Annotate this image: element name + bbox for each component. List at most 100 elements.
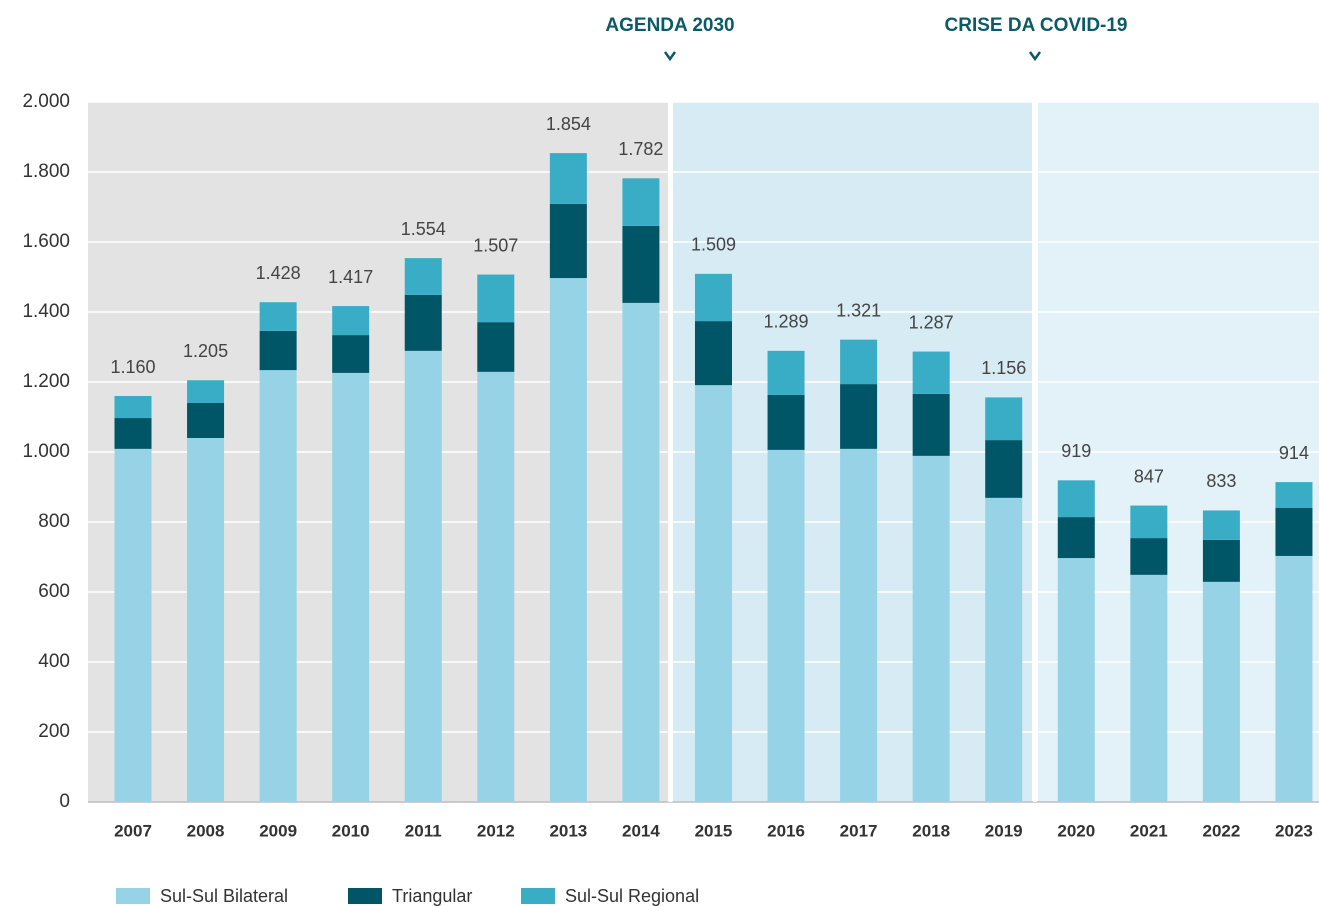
bar-segment — [622, 225, 660, 303]
y-tick-label: 1.800 — [22, 161, 70, 182]
total-label: 1.428 — [256, 263, 301, 283]
x-tick-label: 2007 — [114, 821, 152, 840]
total-label: 847 — [1134, 466, 1164, 486]
annotation: CRISE DA COVID-19 — [945, 15, 1128, 36]
x-tick-label: 2015 — [695, 821, 733, 840]
annotation: AGENDA 2030 — [605, 15, 734, 36]
total-label: 1.205 — [183, 341, 228, 361]
bar-segment — [694, 321, 732, 386]
bar-segment — [1202, 581, 1240, 802]
y-tick-label: 2.000 — [22, 91, 70, 112]
x-tick-label: 2022 — [1202, 821, 1240, 840]
x-tick-label: 2012 — [477, 821, 515, 840]
bar-segment — [1057, 558, 1095, 802]
bar-segment — [840, 339, 878, 385]
y-tick-label: 200 — [38, 721, 70, 742]
y-tick-label: 1.400 — [22, 301, 70, 322]
annotation-caret — [663, 51, 677, 62]
bar-segment — [767, 449, 805, 802]
x-tick-label: 2019 — [985, 821, 1023, 840]
total-label: 1.509 — [691, 235, 736, 255]
x-tick-label: 2008 — [187, 821, 225, 840]
total-label: 1.782 — [618, 139, 663, 159]
total-label: 1.854 — [546, 114, 591, 134]
y-tick-label: 1.200 — [22, 371, 70, 392]
bar-segment — [767, 394, 805, 450]
bar-segment — [1057, 480, 1095, 518]
x-tick-label: 2010 — [332, 821, 370, 840]
bar-segment — [912, 455, 950, 802]
bar-segment — [114, 396, 152, 419]
bar-segment — [187, 438, 225, 802]
bar-segment — [477, 371, 515, 802]
bar-segment — [767, 350, 805, 395]
bar-segment — [985, 497, 1023, 802]
x-tick-label: 2009 — [259, 821, 297, 840]
x-tick-label: 2016 — [767, 821, 805, 840]
bar-segment — [477, 274, 515, 323]
bar-segment — [259, 302, 297, 331]
x-tick-label: 2023 — [1275, 821, 1313, 840]
x-tick-label: 2013 — [549, 821, 587, 840]
bar-segment — [404, 294, 442, 351]
bar-segment — [259, 370, 297, 802]
bar-segment — [187, 380, 225, 403]
total-label: 1.507 — [473, 235, 518, 255]
bar-segment — [1202, 539, 1240, 582]
bar-segment — [549, 153, 587, 204]
legend-label: Sul-Sul Bilateral — [160, 886, 288, 906]
bar-segment — [1130, 574, 1168, 802]
y-tick-label: 600 — [38, 581, 70, 602]
bar-segment — [332, 372, 370, 802]
x-tick-label: 2021 — [1130, 821, 1168, 840]
bar-segment — [985, 440, 1023, 498]
bar-segment — [912, 393, 950, 456]
legend-swatch — [116, 888, 150, 904]
y-tick-label: 400 — [38, 651, 70, 672]
legend-label: Sul-Sul Regional — [565, 886, 699, 906]
bar-segment — [840, 448, 878, 802]
bar-segment — [912, 351, 950, 394]
bar-segment — [477, 322, 515, 372]
total-label: 1.160 — [110, 357, 155, 377]
bar-segment — [114, 448, 152, 802]
annotation-caret — [1028, 51, 1042, 62]
bar-segment — [694, 273, 732, 322]
bar-segment — [694, 385, 732, 802]
bar-segment — [1275, 555, 1313, 802]
bar-segment — [622, 178, 660, 226]
bar-segment — [840, 384, 878, 449]
bar-segment — [1057, 517, 1095, 559]
bar-segment — [622, 302, 660, 802]
y-tick-label: 1.000 — [22, 441, 70, 462]
bar-segment — [404, 350, 442, 802]
total-label: 919 — [1061, 441, 1091, 461]
legend-label: Triangular — [392, 886, 472, 906]
bar-segment — [404, 258, 442, 295]
x-tick-label: 2018 — [912, 821, 950, 840]
x-tick-label: 2011 — [405, 821, 442, 840]
bar-segment — [114, 418, 152, 449]
y-tick-label: 0 — [59, 791, 70, 812]
bar-segment — [1130, 538, 1168, 575]
total-label: 1.417 — [328, 267, 373, 287]
y-tick-label: 1.600 — [22, 231, 70, 252]
bar-segment — [1275, 482, 1313, 508]
total-label: 1.289 — [764, 312, 809, 332]
y-tick-label: 800 — [38, 511, 70, 532]
total-label: 1.287 — [909, 312, 954, 332]
bar-segment — [1275, 508, 1313, 556]
bar-segment — [549, 278, 587, 802]
bar-segment — [332, 306, 370, 336]
x-tick-label: 2014 — [622, 821, 660, 840]
total-label: 833 — [1206, 471, 1236, 491]
bar-segment — [332, 335, 370, 373]
bar-segment — [549, 203, 587, 279]
bar-segment — [985, 397, 1023, 441]
bar-segment — [187, 403, 225, 438]
total-label: 1.554 — [401, 219, 446, 239]
bar-segment — [259, 330, 297, 371]
x-tick-label: 2020 — [1057, 821, 1095, 840]
bar-segment — [1130, 505, 1168, 539]
